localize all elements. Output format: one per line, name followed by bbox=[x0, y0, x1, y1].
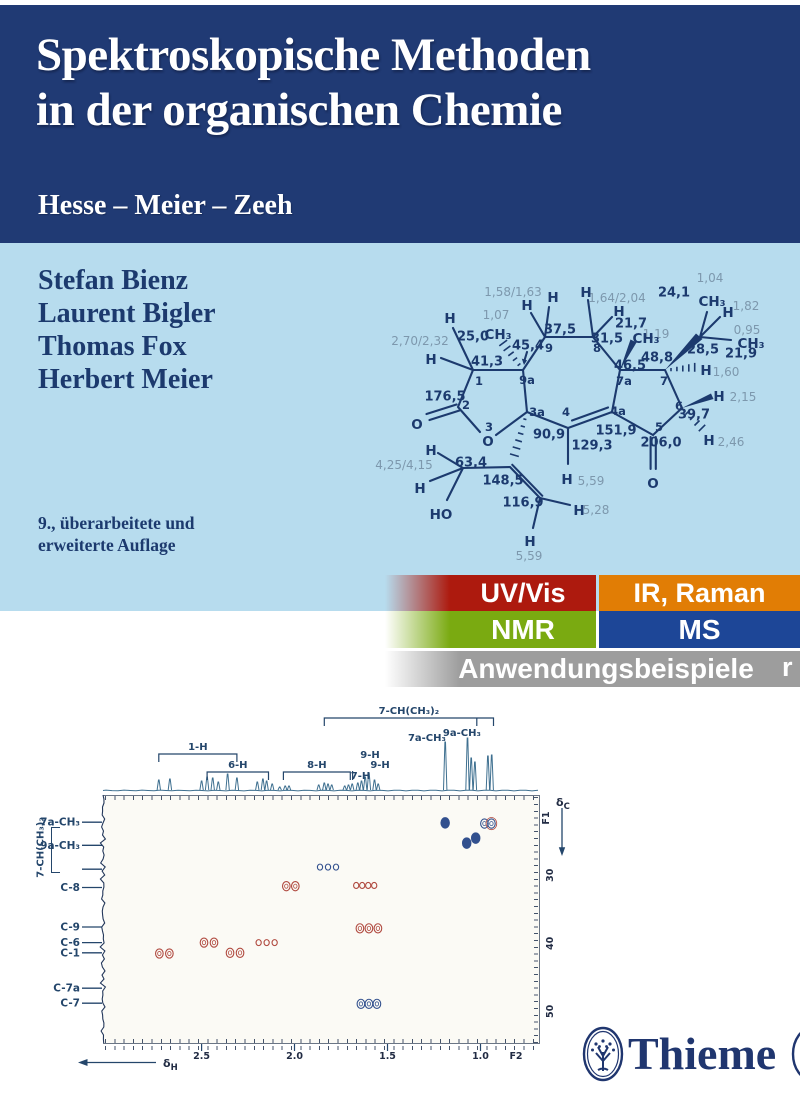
svg-text:2.5: 2.5 bbox=[193, 1051, 210, 1062]
plot-ticks-bottom-inner bbox=[105, 1039, 539, 1043]
plot-ticks-top bbox=[105, 796, 539, 800]
svg-text:7-H: 7-H bbox=[351, 771, 370, 782]
svg-text:8-H: 8-H bbox=[307, 760, 326, 771]
author-3: Thomas Fox bbox=[38, 331, 187, 362]
top-white-strip bbox=[0, 0, 800, 5]
author-2: Laurent Bigler bbox=[38, 298, 216, 329]
band-ir-raman: IR, Raman bbox=[599, 575, 800, 611]
svg-text:9a-CH₃: 9a-CH₃ bbox=[443, 728, 481, 739]
band-nmr: NMR bbox=[450, 611, 596, 648]
isopropyl-row-label: 7-CH(CH₃)₂ bbox=[35, 817, 47, 878]
book-title-line1: Spektroskopische Methoden bbox=[36, 29, 591, 81]
svg-text:C-7: C-7 bbox=[60, 998, 80, 1010]
svg-text:C-9: C-9 bbox=[60, 921, 80, 933]
svg-text:C-6: C-6 bbox=[60, 937, 80, 949]
svg-text:40: 40 bbox=[545, 936, 556, 950]
svg-text:50: 50 bbox=[545, 1004, 556, 1018]
svg-text:7-CH(CH₃)₂: 7-CH(CH₃)₂ bbox=[379, 706, 439, 717]
svg-text:9-H: 9-H bbox=[360, 750, 379, 761]
svg-text:F1: F1 bbox=[541, 811, 552, 824]
svg-text:1.0: 1.0 bbox=[472, 1051, 489, 1062]
svg-text:1.5: 1.5 bbox=[379, 1051, 396, 1062]
svg-text:1-H: 1-H bbox=[188, 742, 207, 753]
svg-text:7a-CH₃: 7a-CH₃ bbox=[408, 733, 446, 744]
edition-line1: 9., überarbeitete und bbox=[38, 513, 195, 533]
plot-ticks-bottom-outer bbox=[105, 1046, 539, 1050]
svg-text:C-1: C-1 bbox=[60, 947, 80, 959]
header-navy-panel bbox=[0, 5, 800, 243]
isopropyl-row-bracket bbox=[51, 827, 60, 873]
original-authors: Hesse – Meier – Zeeh bbox=[38, 190, 293, 221]
edition-line2: erweiterte Auflage bbox=[38, 535, 176, 555]
band-ms: MS bbox=[599, 611, 800, 648]
svg-text:2.0: 2.0 bbox=[286, 1051, 303, 1062]
emblem-leaves bbox=[591, 1039, 615, 1052]
band-examples-fade bbox=[385, 651, 460, 687]
book-title-line2: in der organischen Chemie bbox=[36, 84, 562, 136]
band-examples bbox=[460, 651, 800, 687]
svg-text:C-7a: C-7a bbox=[53, 983, 80, 995]
plot-ticks-right bbox=[534, 797, 538, 1043]
band-nmr-fade bbox=[385, 611, 450, 648]
author-list: Stefan Bienz Laurent Bigler Thomas Fox H… bbox=[38, 264, 216, 396]
svg-text:δC: δC bbox=[556, 796, 570, 812]
book-title: Spektroskopische Methoden in der organis… bbox=[36, 28, 776, 138]
band-uvvis-fade bbox=[385, 575, 450, 611]
hsqc-plot-area bbox=[103, 795, 540, 1044]
publisher-wordmark: Thieme bbox=[628, 1028, 777, 1079]
band-uvvis: UV/Vis bbox=[450, 575, 596, 611]
svg-text:C-8: C-8 bbox=[60, 882, 80, 894]
author-1: Stefan Bienz bbox=[38, 265, 189, 296]
svg-text:F2: F2 bbox=[509, 1051, 522, 1062]
band-examples-label: Anwendungsbeispiele bbox=[458, 653, 754, 684]
author-4: Herbert Meier bbox=[38, 364, 213, 395]
svg-text:δH: δH bbox=[163, 1057, 178, 1073]
svg-text:6-H: 6-H bbox=[228, 760, 247, 771]
svg-text:30: 30 bbox=[545, 868, 556, 882]
partial-emblem-right-edge bbox=[791, 1032, 800, 1076]
edition-note: 9., überarbeitete und erweiterte Auflage bbox=[38, 512, 195, 556]
spine-text-fragment: r bbox=[782, 652, 793, 682]
svg-text:9-H: 9-H bbox=[370, 760, 389, 771]
